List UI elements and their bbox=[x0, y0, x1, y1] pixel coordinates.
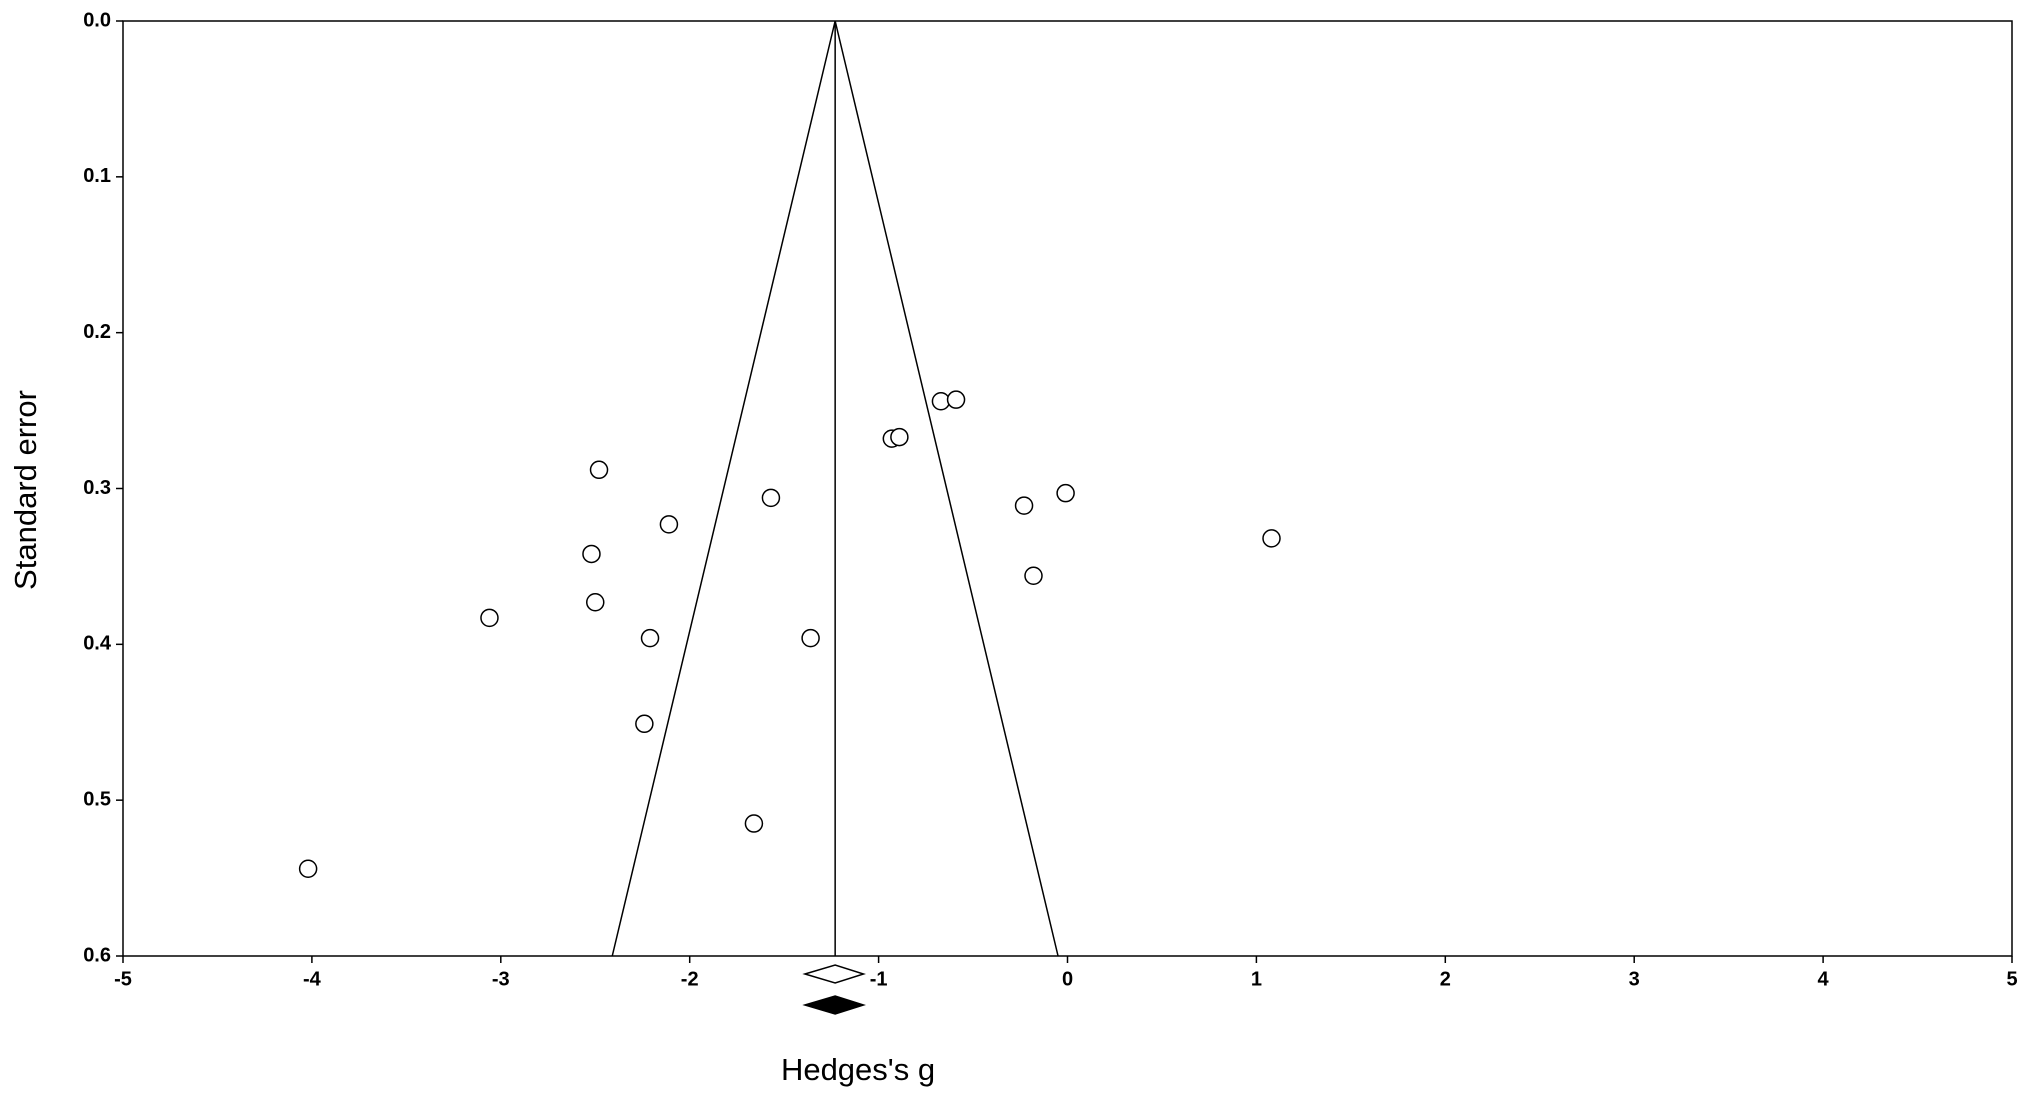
x-tick-label: -3 bbox=[492, 968, 510, 990]
study-point bbox=[298, 859, 318, 878]
y-tick-label: 0.6 bbox=[83, 944, 111, 966]
study-point bbox=[801, 628, 820, 648]
summary-diamond bbox=[802, 964, 866, 984]
y-tick-label: 0.2 bbox=[83, 321, 111, 343]
y-tick-label: 0.3 bbox=[83, 477, 111, 499]
study-point bbox=[640, 628, 660, 648]
y-axis-title: Standard error bbox=[8, 390, 43, 590]
y-tick-label: 0.1 bbox=[83, 165, 111, 187]
study-point bbox=[1014, 496, 1034, 515]
study-point bbox=[480, 608, 499, 628]
x-tick-label: 1 bbox=[1251, 968, 1262, 990]
summary-diamond bbox=[802, 995, 866, 1015]
study-point bbox=[1024, 566, 1043, 586]
study-point bbox=[761, 488, 781, 508]
study-point bbox=[1056, 483, 1075, 503]
x-tick-label: -1 bbox=[870, 968, 888, 990]
x-tick-label: -5 bbox=[114, 968, 132, 990]
study-point bbox=[744, 814, 764, 833]
study-point bbox=[589, 460, 609, 480]
funnel-right bbox=[834, 20, 1059, 957]
x-tick-label: 4 bbox=[1818, 968, 1830, 990]
funnel-left bbox=[611, 20, 836, 957]
study-point bbox=[1262, 529, 1281, 548]
y-tick-label: 0.5 bbox=[83, 788, 111, 810]
y-tick-label: 0.0 bbox=[83, 9, 111, 31]
study-point bbox=[582, 544, 601, 564]
study-point bbox=[890, 427, 909, 447]
x-tick-label: -4 bbox=[303, 968, 322, 990]
x-tick-label: 0 bbox=[1062, 968, 1073, 990]
study-point bbox=[586, 593, 605, 612]
study-point bbox=[659, 515, 679, 534]
x-axis-title: Hedges's g bbox=[781, 1052, 935, 1087]
x-tick-label: 2 bbox=[1440, 968, 1451, 990]
study-point bbox=[931, 391, 951, 411]
x-tick-label: -2 bbox=[681, 968, 699, 990]
x-tick-label: 3 bbox=[1629, 968, 1640, 990]
study-point bbox=[635, 714, 654, 734]
y-tick-label: 0.4 bbox=[83, 633, 112, 655]
study-point bbox=[946, 390, 966, 409]
x-tick-label: 5 bbox=[2006, 968, 2017, 990]
